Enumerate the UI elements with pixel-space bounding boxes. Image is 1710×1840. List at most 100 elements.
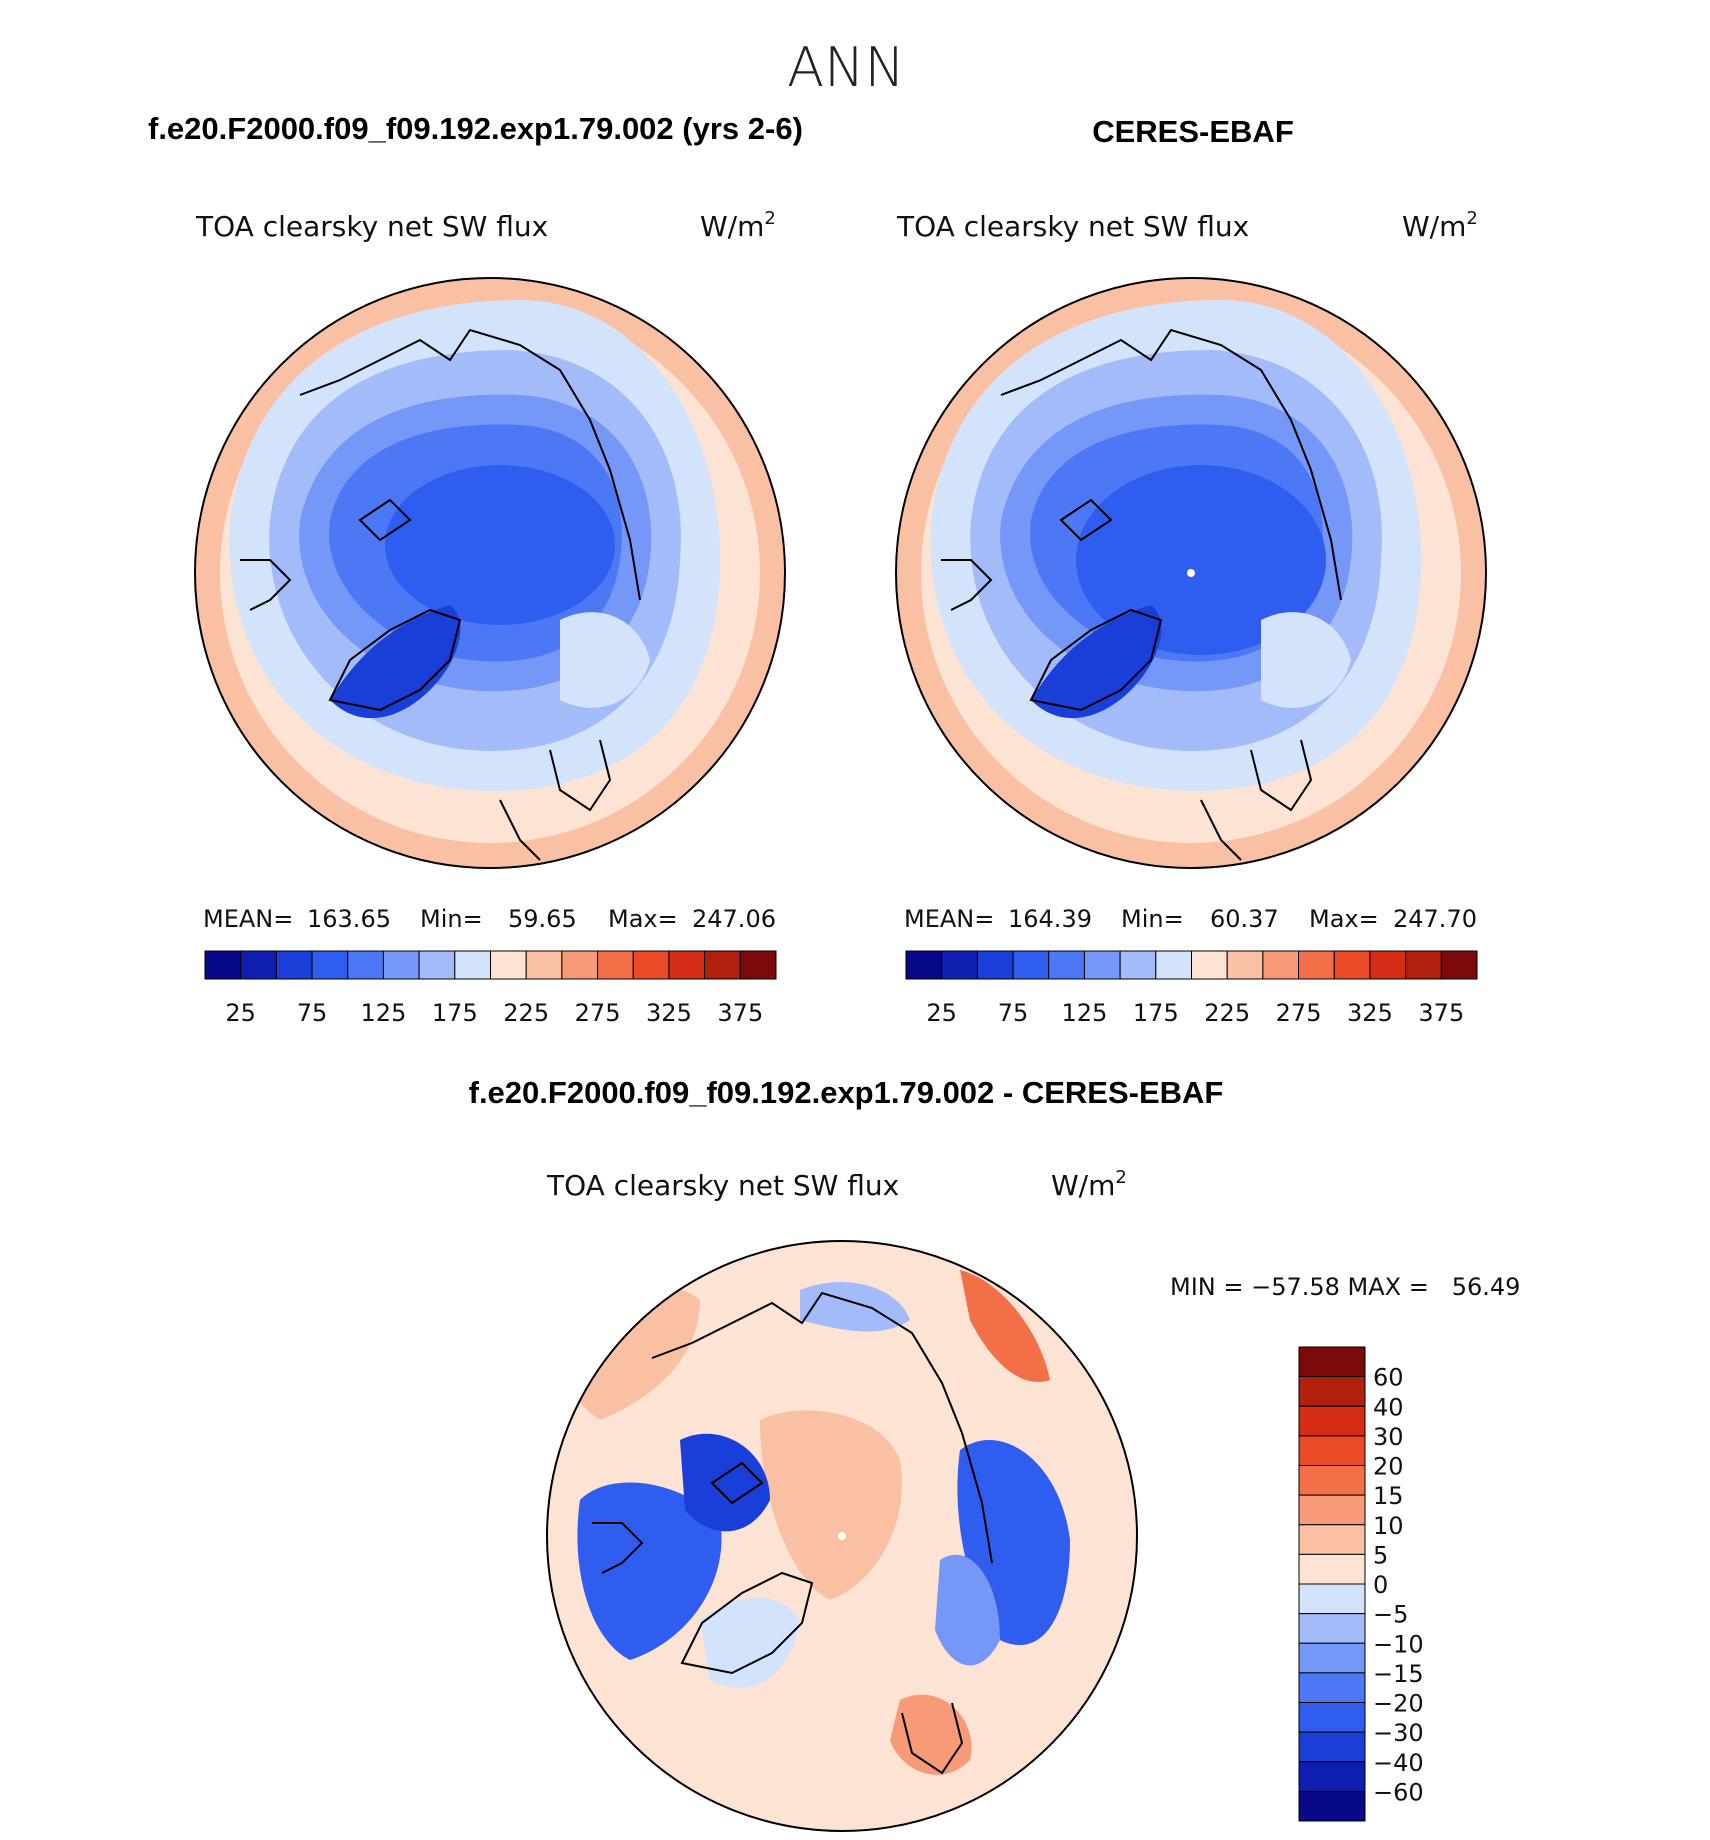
- diff-colorbar-box: [1298, 1376, 1366, 1407]
- diff-colorbar-tick-label: −20: [1373, 1690, 1424, 1718]
- diff-colorbar-box: [1298, 1761, 1366, 1792]
- obs-colorbar-tick-label: 125: [1062, 999, 1108, 1027]
- obs-colorbar: [905, 950, 1478, 980]
- model-colorbar-box: [739, 950, 777, 980]
- obs-core-arctic: [1076, 465, 1326, 655]
- diff-colorbar-tick-label: −10: [1373, 1630, 1424, 1658]
- obs-map-border: [895, 277, 1487, 869]
- obs-colorbar-box: [1405, 950, 1442, 980]
- obs-land-east-europe: [1261, 612, 1351, 708]
- diff-map: [547, 1241, 1137, 1831]
- model-colorbar-tick-label: 275: [575, 999, 621, 1027]
- model-colorbar-box: [668, 950, 706, 980]
- obs-colorbar-box: [1191, 950, 1228, 980]
- diff-colorbar-tick-label: −5: [1373, 1601, 1408, 1629]
- diff-colorbar-tick-label: 15: [1373, 1482, 1404, 1510]
- obs-colorbar-box: [1083, 950, 1121, 980]
- diff-colorbar-box: [1298, 1642, 1366, 1674]
- diff-colorbar-tick-label: 0: [1373, 1571, 1388, 1599]
- obs-colorbar-tick-label: 325: [1347, 999, 1393, 1027]
- model-colorbar-box: [204, 950, 242, 980]
- obs-colorbar-tick-label: 375: [1418, 999, 1464, 1027]
- diff-plot-title: TOA clearsky net SW flux: [546, 1169, 899, 1202]
- obs-colorbar-tick-label: 75: [998, 999, 1029, 1027]
- diff-plot-units: W/m2: [1051, 1167, 1127, 1202]
- diff-colorbar-tick-label: −30: [1373, 1719, 1424, 1747]
- model-colorbar-box: [240, 950, 277, 980]
- obs-colorbar-tick-label: 175: [1133, 999, 1179, 1027]
- diff-colorbar-box: [1298, 1465, 1366, 1496]
- diff-colorbar-box: [1298, 1435, 1366, 1466]
- diff-panel: TOA clearsky net SW flux W/m2 MIN = −57.…: [546, 1167, 1520, 1832]
- obs-colorbar-box: [1155, 950, 1192, 980]
- diff-colorbar-tick-label: 5: [1373, 1541, 1388, 1569]
- diff-cool-canada: [577, 1482, 722, 1660]
- diff-cool-archipelago: [680, 1433, 770, 1532]
- diff-colorbar-tick-label: 30: [1373, 1423, 1404, 1451]
- diff-colorbar-tick-label: 40: [1373, 1393, 1404, 1421]
- diff-colorbar-tick-label: 60: [1373, 1364, 1404, 1392]
- diff-warm-sector-ne: [960, 1270, 1050, 1382]
- diff-colorbar-tick-label: −15: [1373, 1660, 1424, 1688]
- diff-colorbar-box: [1298, 1524, 1366, 1555]
- diff-warm-europe: [890, 1694, 972, 1775]
- model-panel: TOA clearsky net SW flux W/m2 MEAN= 163.…: [194, 208, 786, 1027]
- model-colorbar-tick-label: 175: [432, 999, 478, 1027]
- diff-pole-hole: [838, 1532, 846, 1540]
- model-colorbar-tick-label: 325: [646, 999, 692, 1027]
- model-colorbar-tick-label: 25: [225, 999, 256, 1027]
- model-plot-title: TOA clearsky net SW flux: [195, 210, 548, 243]
- model-colorbar-box: [561, 950, 599, 980]
- obs-colorbar-box: [1369, 950, 1407, 980]
- obs-greenland: [1031, 605, 1162, 719]
- model-colorbar-box: [347, 950, 384, 980]
- obs-colorbar-box: [1298, 950, 1335, 980]
- obs-colorbar-box: [905, 950, 943, 980]
- obs-colorbar-box: [1012, 950, 1050, 980]
- model-colorbar-box: [704, 950, 741, 980]
- model-colorbar-tick-label: 75: [297, 999, 328, 1027]
- right-panel-heading: CERES-EBAF: [1092, 114, 1294, 149]
- diff-colorbar-box: [1298, 1494, 1366, 1526]
- obs-colorbar-box: [1440, 950, 1478, 980]
- obs-colorbar-tick-label: 25: [926, 999, 957, 1027]
- model-land-east-europe: [560, 612, 650, 708]
- model-colorbar-tick-label: 375: [717, 999, 763, 1027]
- model-colorbar-tick-label: 225: [503, 999, 549, 1027]
- obs-pole-hole: [1187, 569, 1195, 577]
- obs-plot-units: W/m2: [1402, 208, 1478, 243]
- figure-title: ANN: [787, 36, 905, 99]
- model-colorbar-box: [490, 950, 527, 980]
- model-colorbar-box: [311, 950, 349, 980]
- obs-panel: TOA clearsky net SW flux W/m2 MEAN= 164.: [895, 208, 1487, 1027]
- diff-colorbar-box: [1298, 1702, 1366, 1733]
- obs-colorbar-box: [941, 950, 978, 980]
- model-colorbar-box: [454, 950, 491, 980]
- model-core-arctic: [385, 465, 615, 625]
- diff-colorbar-box: [1298, 1790, 1366, 1822]
- model-colorbar-tick-label: 125: [361, 999, 407, 1027]
- diff-colorbar-tick-label: −60: [1373, 1778, 1424, 1806]
- diff-colorbar-tick-label: 20: [1373, 1453, 1404, 1481]
- diff-panel-heading: f.e20.F2000.f09_f09.192.exp1.79.002 - CE…: [469, 1075, 1224, 1110]
- diff-colorbar-box: [1298, 1613, 1366, 1644]
- left-panel-heading: f.e20.F2000.f09_f09.192.exp1.79.002 (yrs…: [148, 111, 803, 146]
- obs-plot-title: TOA clearsky net SW flux: [896, 210, 1249, 243]
- diff-colorbar-tick-label: −40: [1373, 1749, 1424, 1777]
- diff-colorbar-tick-label: 10: [1373, 1512, 1404, 1540]
- model-colorbar-box: [632, 950, 670, 980]
- diff-coastlines: [592, 1291, 993, 1775]
- model-stats: MEAN= 163.65 Min= 59.65 Max= 247.06: [203, 905, 776, 933]
- obs-colorbar-box: [1262, 950, 1300, 980]
- diff-colorbar-box: [1298, 1346, 1366, 1378]
- diff-colorbar-box: [1298, 1405, 1366, 1437]
- model-colorbar-ticks: 25 75 125 175 225 275 325 375: [225, 999, 763, 1027]
- model-colorbar-box: [525, 950, 563, 980]
- model-map: [195, 278, 785, 868]
- diff-cool-east-fringe: [935, 1554, 1000, 1666]
- obs-stats: MEAN= 164.39 Min= 60.37 Max= 247.70: [904, 905, 1477, 933]
- diff-warm-central: [760, 1410, 902, 1600]
- obs-map: [896, 278, 1486, 868]
- obs-colorbar-box: [1226, 950, 1264, 980]
